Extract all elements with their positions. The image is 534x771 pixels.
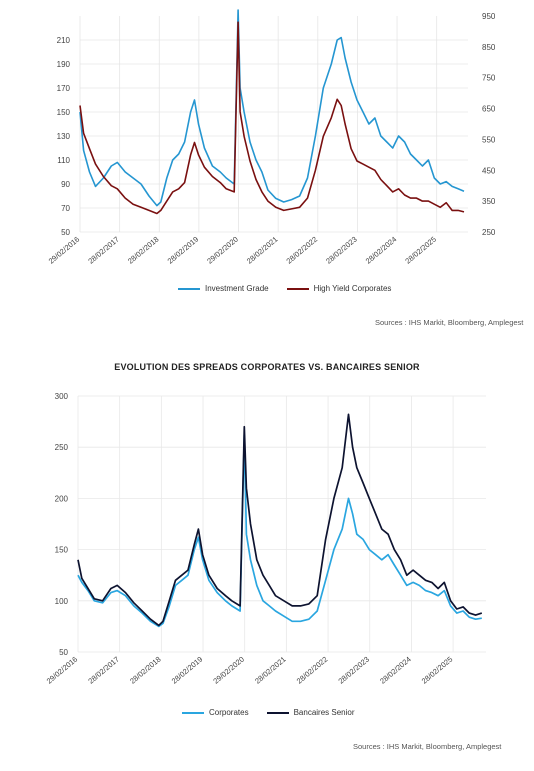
chart2-legend: Corporates Bancaires Senior xyxy=(182,708,369,717)
x-tick-label: 28/02/2019 xyxy=(170,655,205,686)
legend-item-high-yield: High Yield Corporates xyxy=(286,284,392,293)
x-tick-label: 28/02/2018 xyxy=(126,235,161,266)
legend-swatch-investment-grade xyxy=(178,287,200,290)
chart-corporates-vs-bancaires-senior: 50 100 150 200 250 300 29/02/2016 28/02/2017 28/… xyxy=(0,352,534,712)
x-tick-label: 28/02/2017 xyxy=(86,235,121,266)
chart-investment-grade-vs-high-yield: 50 70 90 110 130 150 170 190 210 250 350 450 550 650 7… xyxy=(0,0,534,300)
series-line-investment-grade xyxy=(79,9,465,207)
legend-label-bancaires-senior: Bancaires Senior xyxy=(293,708,355,717)
y-tick-label: 300 xyxy=(55,392,69,401)
x-tick-label: 28/02/2022 xyxy=(295,655,330,686)
x-tick-label: 29/02/2020 xyxy=(205,235,240,266)
legend-label-investment-grade: Investment Grade xyxy=(205,284,269,293)
chart1-source: Sources : IHS Markit, Bloomberg, Amplege… xyxy=(375,318,524,327)
legend-label-high-yield: High Yield Corporates xyxy=(313,284,392,293)
series-line-high-yield xyxy=(79,21,465,215)
chart1-svg: 50 70 90 110 130 150 170 190 210 250 350 450 550 650 7… xyxy=(47,9,496,266)
chart1-legend: Investment Grade High Yield Corporates xyxy=(178,284,405,293)
y-tick-label: 50 xyxy=(59,648,68,657)
x-tick-label: 28/02/2025 xyxy=(403,235,438,266)
x-tick-label: 29/02/2020 xyxy=(211,655,246,686)
y-tick-label-left: 150 xyxy=(57,108,71,117)
series-line-corporates xyxy=(77,434,482,628)
legend-item-corporates: Corporates xyxy=(182,708,249,717)
x-tick-label: 28/02/2024 xyxy=(378,655,413,686)
legend-swatch-bancaires-senior xyxy=(266,711,289,714)
x-tick-label: 28/02/2018 xyxy=(128,655,163,686)
x-tick-label: 28/02/2023 xyxy=(324,235,359,266)
y-tick-label-right: 550 xyxy=(482,135,496,144)
x-tick-label: 28/02/2025 xyxy=(420,655,455,686)
y-tick-label-right: 350 xyxy=(482,197,496,206)
y-tick-label-right: 450 xyxy=(482,166,496,175)
x-tick-label: 28/02/2021 xyxy=(253,655,288,686)
x-tick-label: 28/02/2024 xyxy=(364,235,399,266)
legend-swatch-high-yield xyxy=(286,287,309,290)
y-tick-label: 100 xyxy=(55,597,69,606)
y-tick-label-right: 250 xyxy=(482,228,496,237)
legend-item-bancaires-senior: Bancaires Senior xyxy=(266,708,355,717)
y-tick-label-left: 190 xyxy=(57,60,71,69)
y-tick-label-left: 50 xyxy=(61,228,70,237)
y-tick-label-left: 130 xyxy=(57,132,71,141)
legend-item-investment-grade: Investment Grade xyxy=(178,284,269,293)
x-tick-label: 28/02/2019 xyxy=(166,235,201,266)
x-tick-label: 29/02/2016 xyxy=(45,655,80,686)
y-tick-label-left: 210 xyxy=(57,36,71,45)
chart2-source: Sources : IHS Markit, Bloomberg, Amplege… xyxy=(353,742,502,751)
x-tick-label: 29/02/2016 xyxy=(47,235,82,266)
x-tick-label: 28/02/2021 xyxy=(245,235,280,266)
legend-label-corporates: Corporates xyxy=(209,708,249,717)
series-line-bancaires-senior xyxy=(77,413,483,627)
y-tick-label-right: 650 xyxy=(482,105,496,114)
y-tick-label-left: 70 xyxy=(61,204,70,213)
y-tick-label-right: 850 xyxy=(482,43,496,52)
legend-swatch-corporates xyxy=(182,711,204,714)
y-tick-label-left: 110 xyxy=(57,156,70,165)
y-tick-label-right: 950 xyxy=(482,12,496,21)
x-tick-label: 28/02/2017 xyxy=(86,655,121,686)
y-tick-label: 250 xyxy=(55,443,69,452)
y-tick-label: 200 xyxy=(55,494,69,503)
y-tick-label-left: 170 xyxy=(57,84,71,93)
y-tick-label-left: 90 xyxy=(61,180,70,189)
x-tick-label: 28/02/2023 xyxy=(336,655,371,686)
x-tick-label: 28/02/2022 xyxy=(285,235,320,266)
chart2-title: EVOLUTION DES SPREADS CORPORATES VS. BAN… xyxy=(114,362,420,372)
y-tick-label: 150 xyxy=(55,546,69,555)
y-tick-label-right: 750 xyxy=(482,74,496,83)
